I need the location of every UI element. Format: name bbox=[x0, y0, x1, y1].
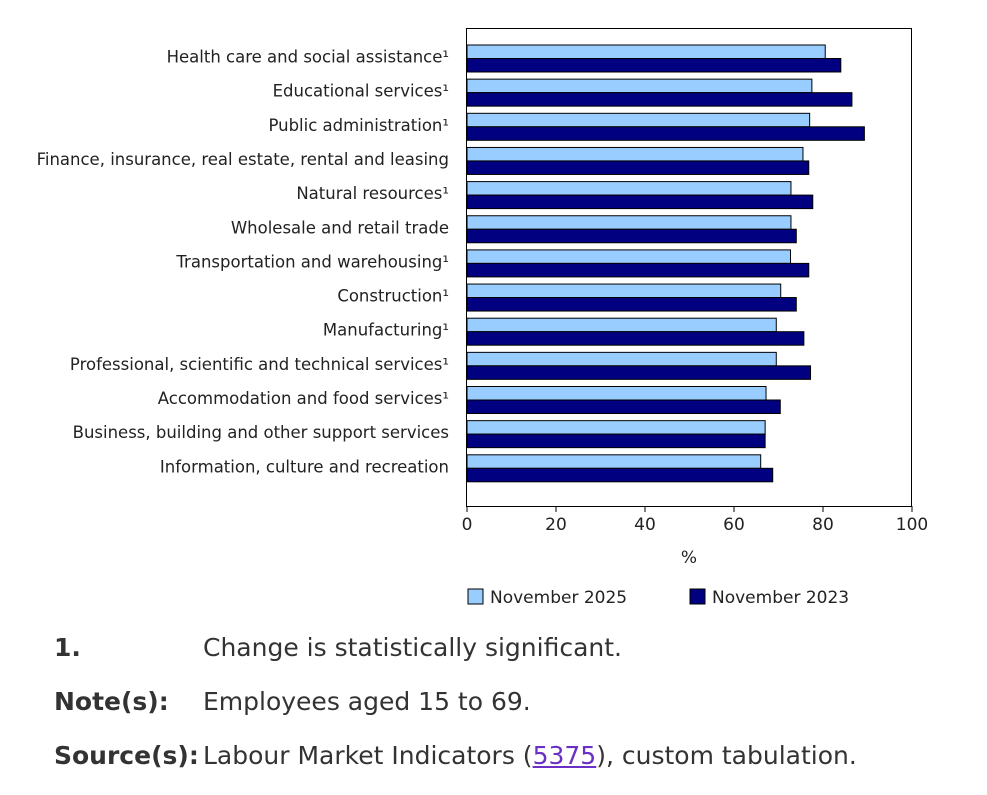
bar-nov-2025 bbox=[466, 78, 813, 94]
bar-nov-2023 bbox=[466, 365, 812, 380]
footnotes: 1. Change is statistically significant. … bbox=[54, 633, 974, 795]
category-label: Health care and social assistance¹ bbox=[167, 48, 449, 67]
category-label: Natural resources¹ bbox=[296, 184, 449, 203]
category-label: Manufacturing¹ bbox=[323, 321, 449, 340]
category-label: Public administration¹ bbox=[268, 116, 449, 135]
legend-swatch-nov-2023 bbox=[689, 588, 706, 605]
source-row: Source(s): Labour Market Indicators (537… bbox=[54, 741, 974, 795]
bar-nov-2025 bbox=[466, 181, 792, 196]
bar-nov-2025 bbox=[466, 317, 777, 333]
bar-nov-2025 bbox=[466, 215, 792, 230]
bar-nov-2025 bbox=[466, 283, 782, 299]
footnote-1: 1. Change is statistically significant. bbox=[54, 633, 974, 687]
bar-nov-2023 bbox=[466, 467, 774, 483]
footnote-key: 1. bbox=[54, 633, 81, 662]
note-text: Employees aged 15 to 69. bbox=[203, 687, 531, 716]
category-label: Construction¹ bbox=[337, 287, 449, 306]
bar-nov-2023 bbox=[466, 228, 797, 244]
bar-nov-2023 bbox=[466, 262, 810, 278]
source-text: Labour Market Indicators (5375), custom … bbox=[203, 741, 857, 770]
legend-label: November 2025 bbox=[490, 588, 627, 608]
bar-nov-2023 bbox=[466, 92, 853, 107]
x-tick-label: 0 bbox=[462, 515, 473, 535]
category-label: Finance, insurance, real estate, rental … bbox=[37, 150, 449, 169]
category-label: Wholesale and retail trade bbox=[231, 218, 449, 237]
x-tick-label: 40 bbox=[634, 515, 656, 535]
category-label: Professional, scientific and technical s… bbox=[70, 355, 449, 374]
bar-nov-2025 bbox=[466, 146, 804, 162]
bar-nov-2023 bbox=[466, 160, 810, 175]
legend-swatch-nov-2025 bbox=[467, 588, 484, 605]
category-label: Information, culture and recreation bbox=[160, 457, 449, 476]
bar-nov-2025 bbox=[466, 420, 766, 435]
bar-nov-2025 bbox=[466, 44, 826, 59]
source-text-before: Labour Market Indicators ( bbox=[203, 741, 533, 770]
x-tick-label: 20 bbox=[545, 515, 567, 535]
category-label: Educational services¹ bbox=[273, 82, 449, 101]
category-label: Accommodation and food services¹ bbox=[158, 389, 449, 408]
x-tick-label: 60 bbox=[723, 515, 745, 535]
bar-nov-2023 bbox=[466, 399, 781, 414]
source-table-link[interactable]: 5375 bbox=[532, 741, 597, 770]
bar-nov-2023 bbox=[466, 297, 797, 312]
bar-nov-2025 bbox=[466, 351, 777, 367]
bar-nov-2023 bbox=[466, 194, 814, 210]
source-text-after: ), custom tabulation. bbox=[596, 741, 857, 770]
source-key: Source(s): bbox=[54, 741, 199, 770]
bar-chart: Health care and social assistance¹ Educat… bbox=[37, 28, 928, 608]
bar-nov-2025 bbox=[466, 249, 792, 264]
legend-label: November 2023 bbox=[712, 588, 849, 608]
category-label: Transportation and warehousing¹ bbox=[175, 252, 449, 271]
note-row: Note(s): Employees aged 15 to 69. bbox=[54, 687, 974, 741]
bar-nov-2023 bbox=[466, 433, 766, 449]
category-label: Business, building and other support ser… bbox=[73, 423, 449, 442]
bar-nov-2025 bbox=[466, 112, 811, 128]
note-key: Note(s): bbox=[54, 687, 169, 716]
bar-nov-2025 bbox=[466, 386, 767, 401]
bar-nov-2023 bbox=[466, 58, 842, 73]
footnote-text: Change is statistically significant. bbox=[203, 633, 622, 662]
x-tick-label: 100 bbox=[896, 515, 928, 535]
bar-nov-2025 bbox=[466, 454, 762, 469]
bar-nov-2023 bbox=[466, 331, 805, 346]
bar-nov-2023 bbox=[466, 126, 865, 141]
x-tick-label: 80 bbox=[812, 515, 834, 535]
x-axis-label: % bbox=[681, 548, 697, 568]
